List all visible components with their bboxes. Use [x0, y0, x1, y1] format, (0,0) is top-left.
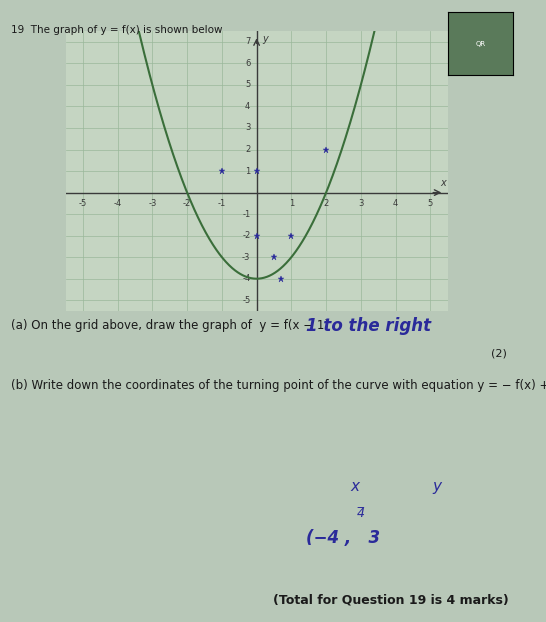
Text: (b) Write down the coordinates of the turning point of the curve with equation y: (b) Write down the coordinates of the tu…: [11, 379, 546, 392]
Text: -3: -3: [148, 199, 157, 208]
Text: y: y: [262, 34, 268, 44]
Text: x: x: [351, 479, 359, 494]
Text: 2: 2: [323, 199, 329, 208]
Text: 5: 5: [245, 80, 251, 90]
Text: -1: -1: [242, 210, 251, 218]
Text: 2: 2: [245, 145, 251, 154]
Text: -2: -2: [183, 199, 191, 208]
Text: -4: -4: [114, 199, 122, 208]
Text: x: x: [440, 179, 446, 188]
Text: (−4 ,   3: (−4 , 3: [306, 529, 380, 547]
Text: 1: 1: [289, 199, 294, 208]
Text: (a) On the grid above, draw the graph of  y = f(x − 1): (a) On the grid above, draw the graph of…: [11, 319, 329, 332]
Text: -5: -5: [242, 295, 251, 305]
Text: 3: 3: [358, 199, 364, 208]
Text: 19  The graph of y = f(x) is shown below: 19 The graph of y = f(x) is shown below: [11, 25, 222, 35]
Text: -5: -5: [79, 199, 87, 208]
Text: (2): (2): [491, 348, 507, 358]
Text: y: y: [432, 479, 441, 494]
Text: -4: -4: [242, 274, 251, 283]
Text: -1: -1: [218, 199, 226, 208]
Text: 1: 1: [245, 167, 251, 175]
Text: 1 to the right: 1 to the right: [306, 317, 431, 335]
Text: 4: 4: [393, 199, 398, 208]
Text: 6: 6: [245, 59, 251, 68]
Text: -2: -2: [242, 231, 251, 240]
Text: 5: 5: [428, 199, 433, 208]
Text: 4̅: 4̅: [357, 507, 364, 520]
Text: 7: 7: [245, 37, 251, 47]
Text: 4: 4: [245, 102, 251, 111]
Text: -3: -3: [242, 253, 251, 262]
Text: 3: 3: [245, 124, 251, 132]
Text: (Total for Question 19 is 4 marks): (Total for Question 19 is 4 marks): [273, 593, 509, 606]
Text: QR: QR: [476, 40, 485, 47]
